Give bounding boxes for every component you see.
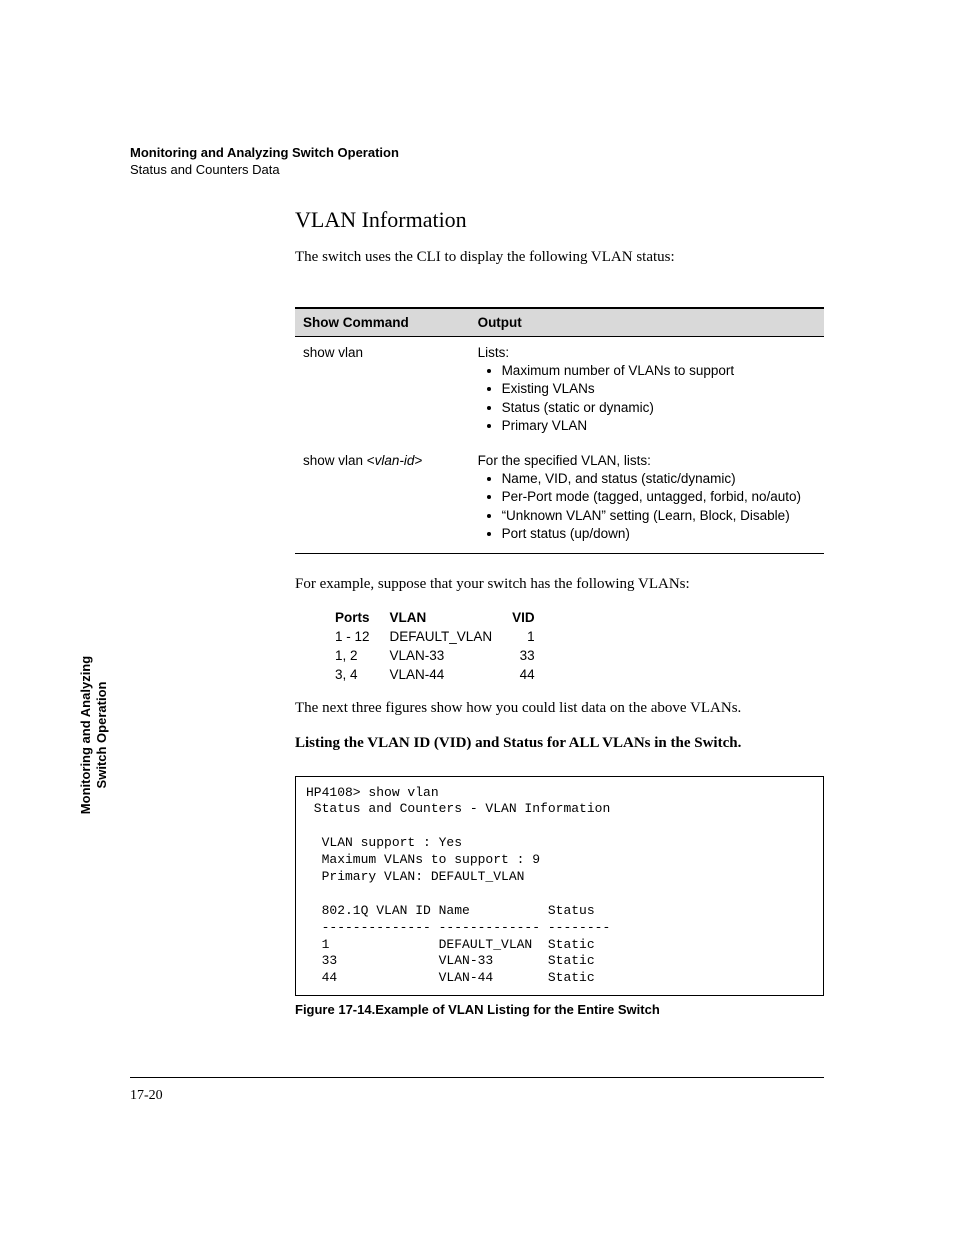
cell-vlan: DEFAULT_VLAN — [390, 627, 513, 646]
th-output: Output — [470, 308, 824, 337]
footer-rule — [130, 1077, 824, 1078]
running-header: Monitoring and Analyzing Switch Operatio… — [130, 145, 824, 177]
list-item: Existing VLANs — [502, 380, 816, 398]
page-number: 17-20 — [130, 1088, 824, 1104]
main-content: VLAN Information The switch uses the CLI… — [295, 207, 824, 1017]
cell-ports: 3, 4 — [335, 665, 390, 684]
side-tab: Monitoring and Analyzing Switch Operatio… — [78, 650, 111, 820]
output-lead: Lists: — [478, 345, 816, 360]
table-row: show vlan Lists: Maximum number of VLANs… — [295, 337, 824, 445]
section-heading: VLAN Information — [295, 207, 824, 233]
chapter-title: Monitoring and Analyzing Switch Operatio… — [130, 145, 824, 160]
cell-ports: 1, 2 — [335, 646, 390, 665]
command-table: Show Command Output show vlan Lists: Max… — [295, 307, 824, 554]
next-paragraph: The next three figures show how you coul… — [295, 698, 824, 718]
list-item: Maximum number of VLANs to support — [502, 362, 816, 380]
listing-heading: Listing the VLAN ID (VID) and Status for… — [295, 735, 824, 752]
list-item: Name, VID, and status (static/dynamic) — [502, 470, 816, 488]
cell-output: Lists: Maximum number of VLANs to suppor… — [470, 337, 824, 445]
cell-vlan: VLAN-44 — [390, 665, 513, 684]
list-item: Per-Port mode (tagged, untagged, forbid,… — [502, 488, 816, 506]
output-lead: For the specified VLAN, lists: — [478, 453, 816, 468]
cmd-param: vlan-id — [375, 453, 415, 468]
list-item: “Unknown VLAN” setting (Learn, Block, Di… — [502, 507, 816, 525]
cell-ports: 1 - 12 — [335, 627, 390, 646]
cell-cmd: show vlan <vlan-id> — [295, 445, 470, 553]
figure-caption: Figure 17-14.Example of VLAN Listing for… — [295, 1002, 824, 1017]
cell-cmd: show vlan — [295, 337, 470, 445]
cell-vid: 33 — [512, 646, 535, 665]
th-vlan: VLAN — [390, 608, 513, 627]
th-ports: Ports — [335, 608, 390, 627]
cmd-suffix: > — [414, 453, 422, 468]
cell-output: For the specified VLAN, lists: Name, VID… — [470, 445, 824, 553]
list-item: Primary VLAN — [502, 417, 816, 435]
cell-vlan: VLAN-33 — [390, 646, 513, 665]
example-paragraph: For example, suppose that your switch ha… — [295, 574, 824, 594]
cell-vid: 1 — [512, 627, 535, 646]
cmd-prefix: show vlan < — [303, 453, 375, 468]
cell-vid: 44 — [512, 665, 535, 684]
list-item: Port status (up/down) — [502, 525, 816, 543]
table-row: 1 - 12 DEFAULT_VLAN 1 — [335, 627, 535, 646]
th-vid: VID — [512, 608, 535, 627]
vlan-example-table: Ports VLAN VID 1 - 12 DEFAULT_VLAN 1 1, … — [335, 608, 535, 684]
cli-output-box: HP4108> show vlan Status and Counters - … — [295, 776, 824, 997]
table-row: show vlan <vlan-id> For the specified VL… — [295, 445, 824, 553]
intro-paragraph: The switch uses the CLI to display the f… — [295, 247, 824, 267]
table-row: 3, 4 VLAN-44 44 — [335, 665, 535, 684]
subsection-title: Status and Counters Data — [130, 162, 824, 177]
th-show-command: Show Command — [295, 308, 470, 337]
table-row: 1, 2 VLAN-33 33 — [335, 646, 535, 665]
list-item: Status (static or dynamic) — [502, 399, 816, 417]
